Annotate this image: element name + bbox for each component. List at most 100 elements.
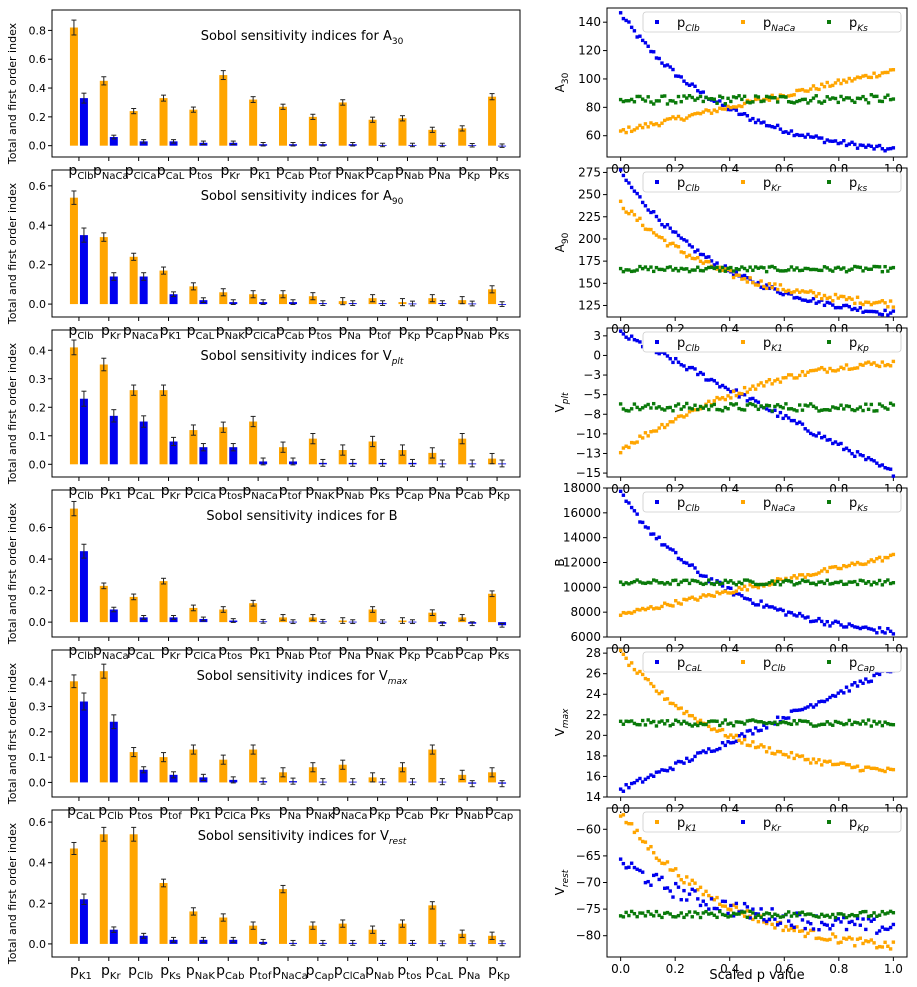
- scatter-point: [864, 97, 868, 102]
- scatter-point: [828, 624, 832, 628]
- scatter-point: [726, 104, 730, 109]
- scatter-point: [720, 268, 725, 273]
- scatter-point: [657, 581, 661, 585]
- scatter-point: [624, 499, 628, 503]
- scatter-point: [742, 910, 747, 914]
- total-order-bar: [129, 390, 138, 465]
- scatter-point: [627, 913, 631, 918]
- scatter-point: [654, 856, 659, 860]
- scatter-point: [864, 939, 868, 943]
- scatter-point: [762, 745, 766, 749]
- scatter-point: [891, 403, 896, 407]
- scatter-point: [762, 286, 766, 291]
- scatter-point: [836, 912, 840, 916]
- scatter-point: [751, 911, 755, 915]
- scatter-point: [817, 100, 821, 104]
- scatter-point: [775, 579, 780, 584]
- scatter-point: [781, 406, 785, 410]
- scatter-point: [709, 265, 714, 270]
- scatter-point: [792, 418, 796, 423]
- scatter-point: [875, 671, 879, 675]
- scatter-point: [803, 579, 807, 584]
- scatter-point: [709, 96, 714, 101]
- scatter-point: [690, 268, 694, 272]
- scatter-point: [833, 406, 838, 410]
- scatter-point: [822, 937, 827, 942]
- scatter-point: [773, 722, 777, 726]
- scatter-point: [872, 559, 876, 564]
- scatter-point: [839, 721, 843, 725]
- scatter-point: [767, 265, 772, 269]
- scatter-point: [836, 406, 840, 411]
- scatter-point: [745, 743, 750, 747]
- scatter-point: [842, 303, 846, 308]
- scatter-point: [814, 301, 818, 305]
- scatter-point: [880, 925, 885, 929]
- scatter-point: [679, 602, 683, 606]
- scatter-point: [704, 594, 708, 598]
- scatter-point: [751, 280, 755, 285]
- scatter-point: [707, 578, 711, 582]
- scatter-point: [803, 298, 807, 302]
- scatter-point: [811, 913, 816, 918]
- scatter-point: [762, 384, 766, 388]
- scatter-point: [836, 917, 840, 921]
- scatter-point: [663, 408, 667, 412]
- scatter-point: [806, 429, 810, 433]
- x-tick-label: pNa: [279, 803, 302, 822]
- scatter-point: [767, 95, 772, 99]
- scatter-point: [792, 133, 796, 138]
- scatter-point: [784, 289, 788, 294]
- scatter-point: [778, 269, 783, 273]
- scatter-point: [875, 144, 879, 149]
- scatter-point: [707, 97, 711, 101]
- scatter-point: [858, 453, 863, 457]
- scatter-point: [701, 261, 705, 265]
- scatter-point: [657, 56, 661, 61]
- scatter-point: [676, 233, 681, 238]
- scatter-point: [820, 436, 824, 440]
- scatter-point: [657, 606, 661, 611]
- scatter-point: [640, 520, 645, 525]
- scatter-point: [665, 406, 670, 410]
- scatter-point: [712, 719, 717, 723]
- scatter-point: [803, 719, 807, 723]
- scatter-point: [803, 706, 807, 710]
- y-tick-label: 18000: [563, 481, 601, 495]
- legend-label: pKp: [849, 816, 869, 834]
- scatter-point: [668, 603, 672, 608]
- scatter-point: [770, 751, 774, 756]
- scatter-point: [858, 75, 863, 80]
- panel-title: Sobol sensitivity indices for Vrest: [198, 829, 407, 847]
- scatter-point: [803, 89, 807, 93]
- scatter-point: [866, 360, 871, 364]
- scatter-point: [696, 407, 700, 412]
- scatter-point: [751, 917, 755, 922]
- scatter-point: [657, 770, 661, 774]
- total-order-bar: [129, 752, 138, 783]
- scatter-point: [756, 745, 761, 749]
- scatter-point: [632, 830, 637, 835]
- scatter-point: [729, 99, 733, 104]
- scatter-point: [668, 582, 672, 586]
- scatter-point: [660, 690, 664, 694]
- scatter-point: [864, 457, 868, 462]
- scatter-point: [635, 218, 639, 222]
- total-order-bar: [279, 294, 287, 305]
- scatter-point: [635, 778, 639, 783]
- scatter-point: [679, 250, 683, 254]
- scatter-point: [731, 593, 736, 597]
- scatter-point: [685, 898, 689, 902]
- scatter-point: [709, 749, 714, 754]
- scatter-point: [668, 265, 672, 269]
- y-tick-label: −70: [576, 876, 601, 890]
- scatter-point: [877, 99, 882, 103]
- scatter-point: [789, 129, 794, 133]
- scatter-point: [621, 173, 626, 178]
- total-order-bar: [488, 289, 497, 305]
- scatter-point: [836, 720, 840, 725]
- scatter-point: [742, 112, 747, 116]
- scatter-point: [643, 404, 648, 408]
- scatter-point: [847, 914, 851, 918]
